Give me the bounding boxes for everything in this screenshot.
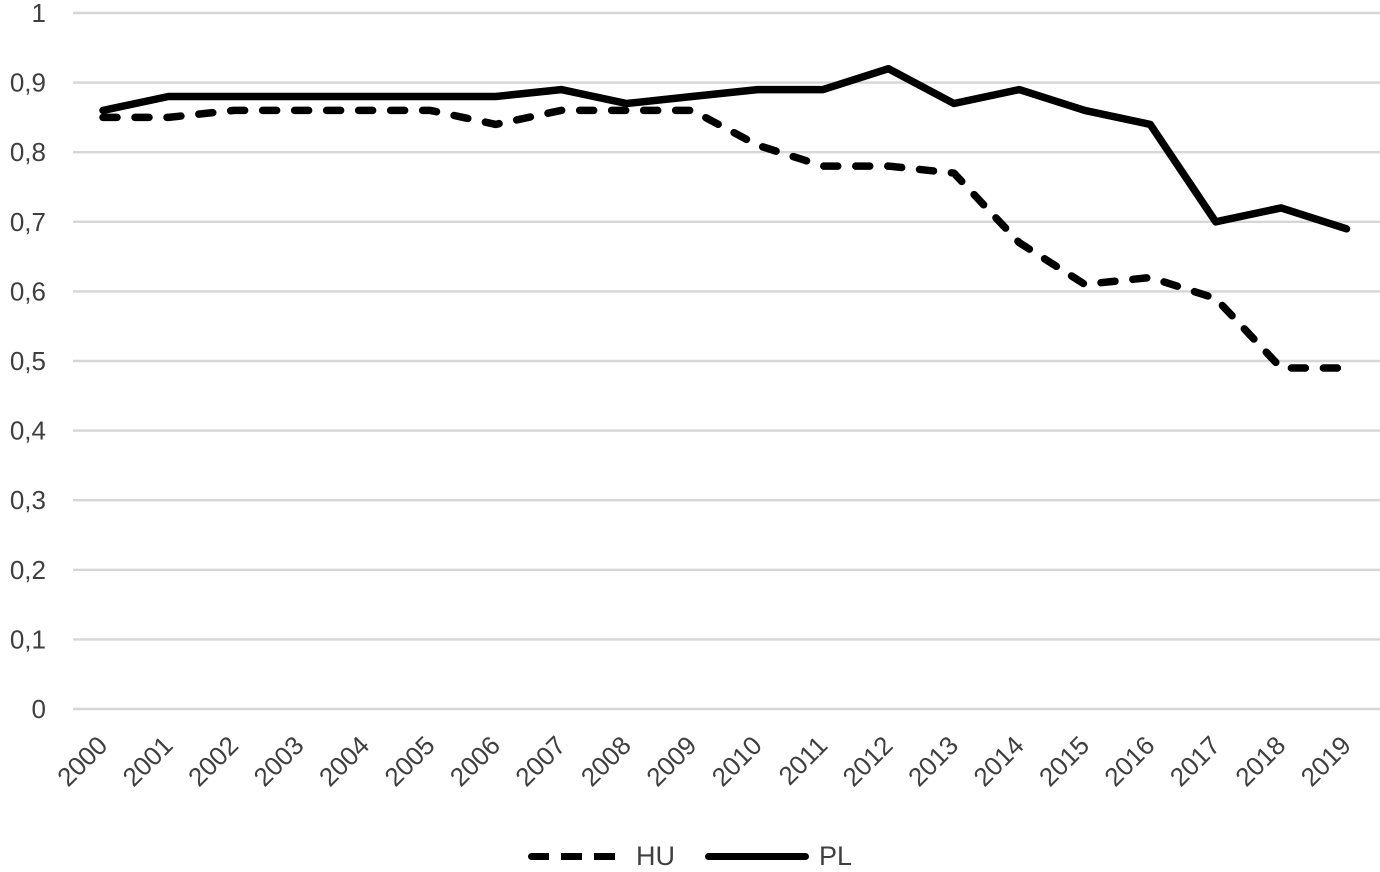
- legend-item-pl: PL: [704, 840, 853, 871]
- x-tick-label: 2011: [772, 730, 833, 791]
- x-tick-label: 2017: [1164, 730, 1226, 792]
- y-tick-label: 0,8: [10, 137, 46, 167]
- x-tick-label: 2008: [575, 730, 637, 792]
- x-tick-label: 2018: [1229, 730, 1291, 792]
- x-tick-label: 2016: [1098, 730, 1160, 792]
- x-tick-label: 2007: [509, 730, 571, 792]
- y-tick-label: 0,1: [10, 624, 46, 654]
- legend-label-hu: HU: [635, 840, 675, 871]
- y-tick-label: 0,7: [10, 207, 46, 237]
- legend-label-pl: PL: [818, 840, 853, 871]
- gridlines: [73, 11, 1380, 711]
- x-tick-label: 2002: [182, 730, 244, 792]
- y-tick-label: 0,3: [10, 485, 46, 515]
- x-tick-label: 2019: [1295, 730, 1357, 792]
- legend-item-hu: HU: [527, 840, 675, 871]
- pl-solid-line-sample-icon: [704, 852, 809, 860]
- x-tick-label: 2006: [444, 730, 506, 792]
- x-tick-label: 2005: [378, 730, 440, 792]
- x-tick-label: 2013: [902, 730, 964, 792]
- series-line-hu: [99, 106, 1351, 372]
- x-tick-label: 2014: [967, 730, 1029, 792]
- hu-dashed-line-sample-icon: [527, 852, 626, 860]
- x-tick-label: 2015: [1033, 730, 1095, 792]
- y-tick-label: 0,2: [10, 555, 46, 585]
- x-tick-label: 2003: [248, 730, 310, 792]
- y-tick-label: 0: [32, 694, 46, 724]
- x-tick-label: 2001: [117, 730, 179, 792]
- legend: HU PL: [0, 840, 1380, 872]
- y-tick-label: 1: [32, 0, 46, 28]
- x-axis-tick-labels: 2000 2001 2002 2003 2004 2005 2006 2007 2008 2009…: [51, 730, 1357, 792]
- y-axis-tick-labels: 0 0,1 0,2 0,3 0,4 0,5 0,6 0,7 0,8 0,9 1: [10, 0, 46, 724]
- y-tick-label: 0,9: [10, 68, 46, 98]
- y-tick-label: 0,6: [10, 276, 46, 306]
- x-tick-label: 2010: [706, 730, 768, 792]
- y-tick-label: 0,4: [10, 416, 46, 446]
- y-tick-label: 0,5: [10, 346, 46, 376]
- x-tick-label: 2012: [837, 730, 899, 792]
- x-tick-label: 2000: [51, 730, 113, 792]
- x-tick-label: 2009: [640, 730, 702, 792]
- x-tick-label: 2004: [313, 730, 375, 792]
- series-line-pl: [99, 64, 1351, 233]
